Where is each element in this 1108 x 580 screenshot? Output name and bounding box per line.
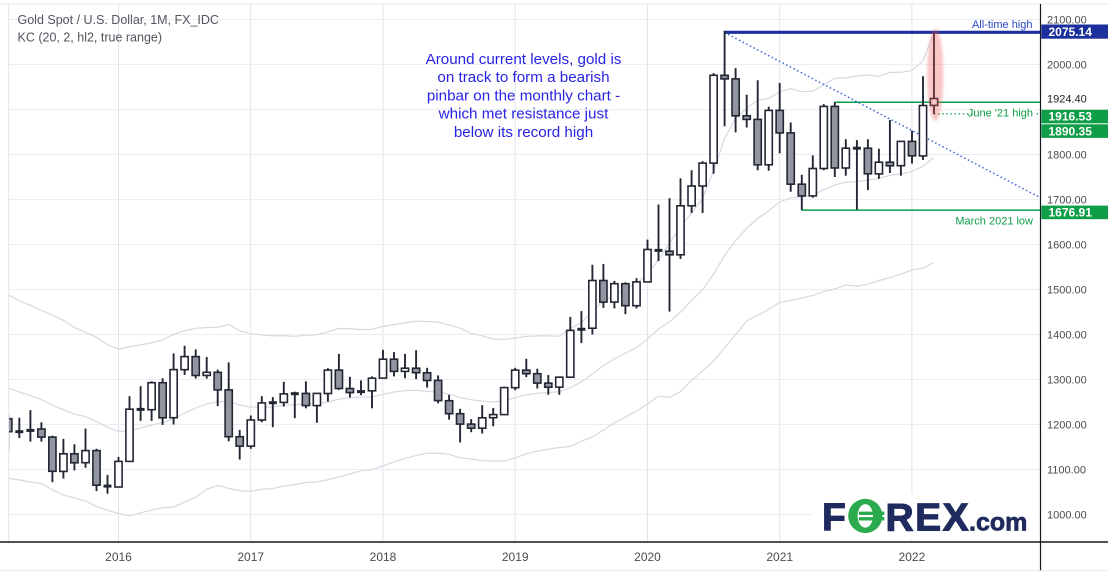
svg-text:2021: 2021 [766,550,793,564]
svg-text:1676.91: 1676.91 [1049,206,1093,220]
svg-text:pinbar on the monthly chart -: pinbar on the monthly chart - [427,87,620,104]
svg-text:on track to form a bearish: on track to form a bearish [437,69,609,86]
svg-text:KC (20, 2, hl2, true range): KC (20, 2, hl2, true range) [18,30,163,44]
svg-text:1800.00: 1800.00 [1047,150,1087,162]
svg-text:1700.00: 1700.00 [1047,195,1087,207]
svg-text:REX: REX [886,497,971,540]
svg-text:1600.00: 1600.00 [1047,240,1087,252]
svg-text:which met resistance just: which met resistance just [438,106,609,123]
svg-text:.com: .com [969,509,1027,537]
svg-text:Around current levels, gold is: Around current levels, gold is [426,51,622,68]
svg-text:2075.14: 2075.14 [1049,25,1093,39]
svg-text:2022: 2022 [899,550,926,564]
svg-text:1924.40: 1924.40 [1047,94,1087,106]
svg-text:June '21 high: June '21 high [968,107,1033,119]
svg-text:2100.00: 2100.00 [1047,15,1087,27]
svg-text:March 2021 low: March 2021 low [955,216,1033,228]
svg-text:2017: 2017 [237,550,264,564]
svg-text:2019: 2019 [502,550,529,564]
svg-text:2000.00: 2000.00 [1047,60,1087,72]
svg-text:Gold Spot / U.S. Dollar, 1M, F: Gold Spot / U.S. Dollar, 1M, FX_IDC [18,13,219,27]
svg-text:1000.00: 1000.00 [1047,510,1087,522]
svg-text:All-time high: All-time high [972,19,1033,31]
svg-text:F: F [822,497,846,540]
svg-text:1300.00: 1300.00 [1047,375,1087,387]
svg-text:2018: 2018 [370,550,397,564]
svg-text:2020: 2020 [634,550,661,564]
svg-text:1100.00: 1100.00 [1047,465,1086,477]
svg-text:1916.53: 1916.53 [1049,110,1093,124]
svg-text:1400.00: 1400.00 [1047,330,1087,342]
svg-text:2016: 2016 [105,550,132,564]
svg-text:below its record high: below its record high [454,124,593,141]
svg-text:1200.00: 1200.00 [1047,420,1087,432]
svg-text:1500.00: 1500.00 [1047,285,1087,297]
svg-text:1890.35: 1890.35 [1049,124,1093,138]
